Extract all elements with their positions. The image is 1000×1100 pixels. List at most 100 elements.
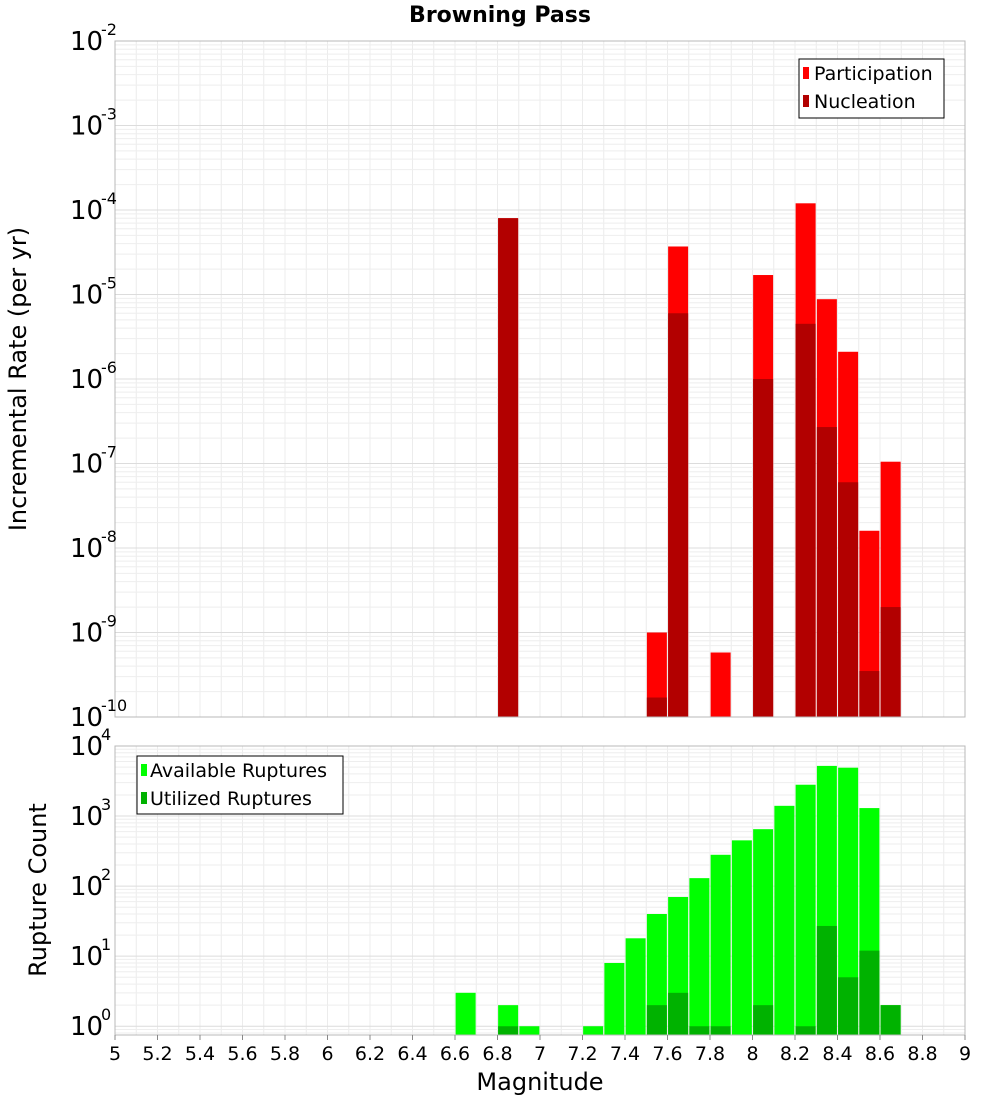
y-tick-label: 10 [70, 942, 103, 972]
nucleation-bar [646, 697, 667, 717]
participation-legend-label: Participation [814, 63, 933, 85]
y-tick-exponent: -6 [101, 358, 117, 377]
y-tick-exponent: 2 [101, 865, 111, 884]
utilized-legend-label: Utilized Ruptures [150, 788, 312, 810]
participation-bar [859, 530, 880, 717]
y-tick-label: 10 [70, 27, 103, 57]
x-tick-label: 8.8 [907, 1043, 937, 1065]
available-legend-swatch [141, 764, 147, 776]
utilized-bar [498, 1026, 519, 1035]
x-tick-label: 8.6 [865, 1043, 895, 1065]
y-tick-label: 10 [70, 450, 103, 480]
available-bar [625, 938, 646, 1035]
x-tick-label: 9 [959, 1043, 971, 1065]
x-tick-label: 6 [321, 1043, 333, 1065]
x-tick-label: 5 [109, 1043, 121, 1065]
available-bar [710, 854, 731, 1035]
count-legend: Available Ruptures Utilized Ruptures [136, 755, 344, 815]
available-bar [838, 767, 859, 1035]
x-tick-label: 7.4 [610, 1043, 640, 1065]
rate-grid [114, 40, 966, 718]
available-bar [795, 784, 816, 1035]
x-tick-label: 6.6 [440, 1043, 470, 1065]
count-y-axis-label: Rupture Count [24, 803, 52, 977]
y-tick-label: 10 [70, 534, 103, 564]
available-bar [753, 829, 774, 1035]
rate-legend-box [798, 58, 945, 119]
y-tick-label: 10 [70, 196, 103, 226]
utilized-bar [838, 977, 859, 1035]
available-bar [646, 914, 667, 1035]
y-tick-label: 10 [70, 365, 103, 395]
available-bar [774, 805, 795, 1035]
y-tick-label: 10 [70, 112, 103, 142]
utilized-bar [816, 925, 837, 1035]
x-axis-label: Magnitude [476, 1068, 603, 1096]
x-tick-label: 7.2 [567, 1043, 597, 1065]
rate-legend: Participation Nucleation [798, 58, 945, 119]
y-tick-exponent: 0 [101, 1005, 111, 1024]
x-tick-label: 8.4 [822, 1043, 852, 1065]
x-tick-label: 7 [534, 1043, 546, 1065]
y-tick-label: 10 [70, 281, 103, 311]
y-tick-exponent: 3 [101, 795, 111, 814]
available-bar [604, 962, 625, 1035]
utilized-bar [795, 1026, 816, 1035]
count-legend-box [136, 755, 344, 815]
utilized-bar [646, 1005, 667, 1035]
participation-bar [710, 652, 731, 717]
x-tick-label: 6.4 [397, 1043, 427, 1065]
available-bar [455, 992, 476, 1035]
nucleation-bars [498, 218, 901, 717]
utilized-bar [880, 1005, 901, 1035]
y-tick-exponent: -3 [101, 105, 117, 124]
available-bar [519, 1026, 540, 1035]
nucleation-bar [668, 313, 689, 717]
utilized-legend-swatch [141, 792, 147, 804]
utilized-bar [753, 1005, 774, 1035]
y-tick-exponent: -4 [101, 189, 117, 208]
magnitude-x-ticks: 5 5.2 5.4 5.6 5.8 6 6.2 6.4 6.6 6.8 7 7.2 7.4 7.6 7.8 8… [109, 1035, 971, 1065]
x-tick-label: 5.6 [227, 1043, 257, 1065]
utilized-bar [859, 950, 880, 1035]
nucleation-bar [498, 218, 519, 717]
y-tick-label: 10 [70, 703, 103, 733]
available-bar [689, 878, 710, 1035]
y-tick-exponent: 1 [101, 935, 111, 954]
y-tick-label: 10 [70, 1012, 103, 1042]
nucleation-bar [859, 671, 880, 717]
utilized-bar [668, 992, 689, 1035]
x-tick-label: 7.8 [695, 1043, 725, 1065]
y-tick-label: 10 [70, 732, 103, 762]
nucleation-bar [795, 323, 816, 717]
nucleation-bar [753, 379, 774, 717]
utilized-bars [498, 925, 901, 1035]
nucleation-legend-swatch [803, 95, 809, 107]
x-tick-label: 6.2 [355, 1043, 385, 1065]
available-bar [583, 1026, 604, 1035]
nucleation-bar [880, 607, 901, 717]
y-tick-exponent: -7 [101, 443, 117, 462]
x-tick-label: 5.4 [185, 1043, 215, 1065]
y-tick-exponent: -2 [101, 20, 117, 39]
y-tick-label: 10 [70, 619, 103, 649]
y-tick-exponent: 4 [101, 725, 111, 744]
y-tick-exponent: -9 [101, 612, 117, 631]
x-tick-label: 5.2 [142, 1043, 172, 1065]
nucleation-bar [816, 427, 837, 717]
available-bar [731, 840, 752, 1035]
nucleation-legend-label: Nucleation [814, 91, 916, 113]
nucleation-bar [838, 482, 859, 717]
y-tick-exponent: -10 [101, 696, 127, 715]
utilized-bar [689, 1026, 710, 1035]
y-tick-exponent: -5 [101, 274, 117, 293]
y-tick-label: 10 [70, 802, 103, 832]
rate-plot-frame [114, 40, 966, 718]
x-tick-label: 5.8 [270, 1043, 300, 1065]
y-tick-label: 10 [70, 872, 103, 902]
